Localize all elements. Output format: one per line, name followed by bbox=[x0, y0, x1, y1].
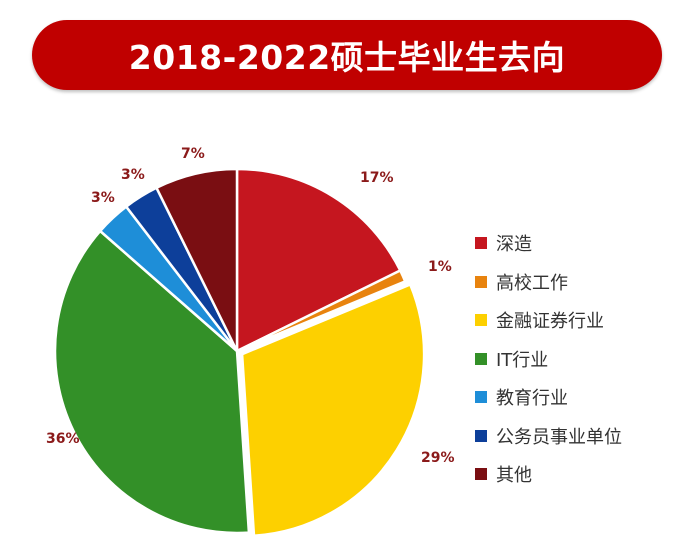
pie-slice-4 bbox=[53, 229, 251, 535]
legend-label: 金融证券行业 bbox=[496, 311, 604, 333]
legend-swatch bbox=[475, 468, 487, 481]
pie-slice-1 bbox=[235, 167, 402, 353]
slice-percent-label: 17% bbox=[360, 170, 394, 186]
legend-item: 高校工作 bbox=[475, 263, 622, 302]
legend-swatch bbox=[475, 391, 487, 404]
legend-swatch bbox=[475, 314, 487, 327]
slice-percent-label: 3% bbox=[121, 167, 145, 183]
legend-label: 深造 bbox=[496, 234, 532, 256]
legend-label: 教育行业 bbox=[496, 388, 568, 410]
legend-label: 公务员事业单位 bbox=[496, 426, 622, 448]
pie-slice-3 bbox=[240, 283, 426, 538]
legend-item: 深造 bbox=[475, 224, 622, 263]
legend-label: 其他 bbox=[496, 465, 532, 487]
legend-item: IT行业 bbox=[475, 340, 622, 379]
legend-swatch bbox=[475, 352, 487, 365]
legend-swatch bbox=[475, 429, 487, 442]
slice-percent-label: 29% bbox=[421, 450, 455, 466]
pie-slice-2 bbox=[235, 269, 407, 353]
chart-title: 2018-2022硕士毕业生去向 bbox=[128, 38, 566, 77]
chart-legend: 深造高校工作金融证券行业 IT行业教育行业公务员事业单位 其他 bbox=[475, 224, 622, 494]
legend-item: 公务员事业单位 bbox=[475, 417, 622, 456]
slice-percent-label: 1% bbox=[428, 259, 452, 275]
slice-percent-label: 7% bbox=[181, 146, 205, 162]
slice-percent-label: 3% bbox=[91, 190, 115, 206]
slice-percent-label: 36% bbox=[46, 431, 80, 447]
title-banner: 2018-2022硕士毕业生去向 bbox=[32, 20, 662, 90]
legend-swatch bbox=[475, 275, 487, 288]
legend-item: 教育行业 bbox=[475, 378, 622, 417]
pie-slice-7 bbox=[155, 167, 239, 353]
pie-slices bbox=[53, 167, 426, 538]
legend-item: 其他 bbox=[475, 455, 622, 494]
legend-swatch bbox=[475, 237, 487, 250]
legend-label: IT行业 bbox=[496, 349, 549, 371]
legend-item: 金融证券行业 bbox=[475, 301, 622, 340]
legend-label: 高校工作 bbox=[496, 272, 568, 294]
pie-labels: 17% 1% 29% 36% 3% 3% 7% bbox=[46, 146, 455, 466]
